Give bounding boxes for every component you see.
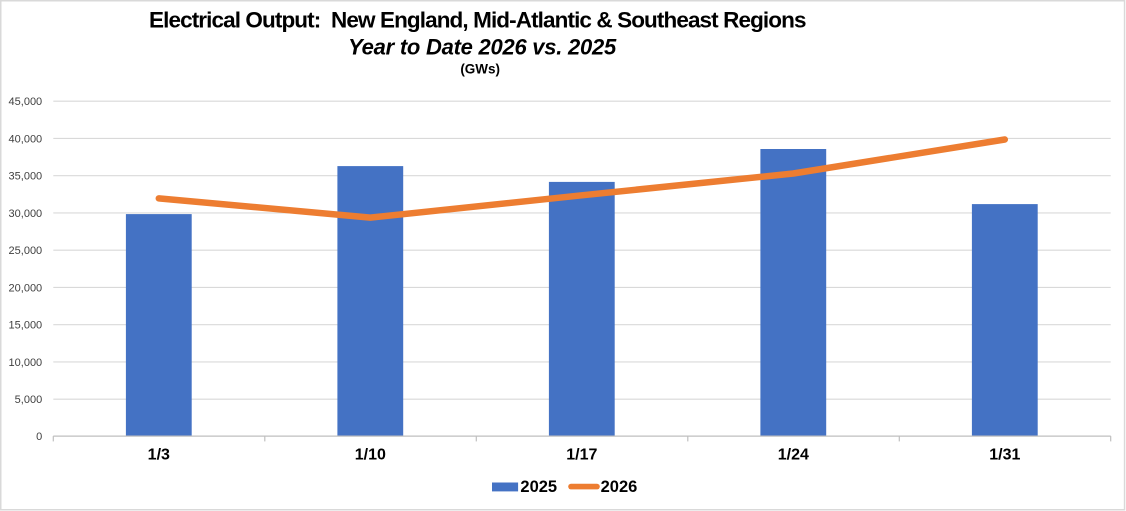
- svg-text:5,000: 5,000: [15, 394, 43, 406]
- svg-text:15,000: 15,000: [9, 320, 43, 332]
- svg-text:Electrical Output: New Englan: Electrical Output: New England, Mid-Atla…: [149, 7, 806, 32]
- svg-text:1/3: 1/3: [148, 447, 170, 464]
- svg-text:1/10: 1/10: [355, 447, 386, 464]
- svg-text:1/31: 1/31: [989, 447, 1020, 464]
- svg-text:2025: 2025: [520, 478, 557, 496]
- svg-text:40,000: 40,000: [9, 133, 43, 145]
- svg-text:(GWs): (GWs): [460, 61, 500, 76]
- svg-text:25,000: 25,000: [9, 245, 43, 257]
- svg-text:35,000: 35,000: [9, 171, 43, 183]
- svg-text:1/17: 1/17: [566, 447, 597, 464]
- svg-text:0: 0: [36, 431, 42, 443]
- svg-text:20,000: 20,000: [9, 282, 43, 294]
- svg-text:2026: 2026: [601, 478, 638, 496]
- svg-text:Year to Date 2026 vs. 2025: Year to Date 2026 vs. 2025: [348, 34, 617, 59]
- svg-text:30,000: 30,000: [9, 208, 43, 220]
- svg-text:1/24: 1/24: [778, 447, 809, 464]
- svg-text:45,000: 45,000: [9, 96, 43, 108]
- svg-text:10,000: 10,000: [9, 357, 43, 369]
